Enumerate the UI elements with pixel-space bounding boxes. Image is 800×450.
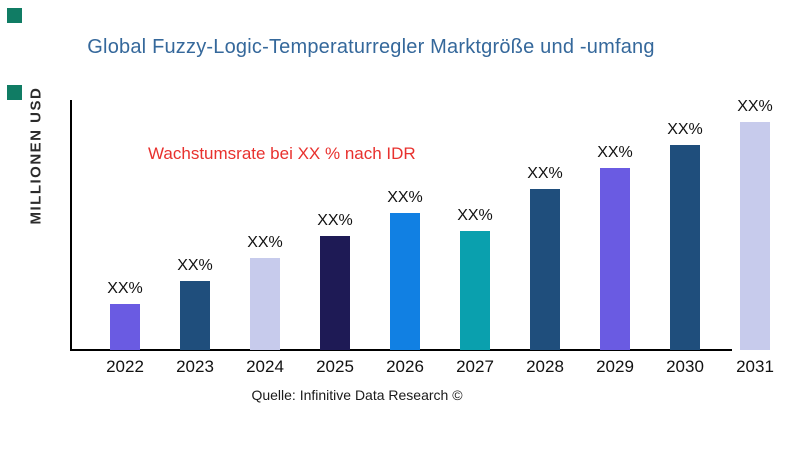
bar-2030 — [670, 145, 700, 350]
bar-2027 — [460, 231, 490, 350]
accent-square-top — [7, 8, 22, 23]
source-caption: Quelle: Infinitive Data Research © — [251, 387, 463, 403]
bar-2031 — [740, 122, 770, 350]
x-tick-label-2029: 2029 — [596, 357, 634, 376]
bar-value-label-2031: XX% — [737, 98, 773, 115]
bar-2025 — [320, 236, 350, 350]
bar-2022 — [110, 304, 140, 350]
growth-rate-annotation: Wachstumsrate bei XX % nach IDR — [148, 144, 416, 163]
accent-square-bottom — [7, 85, 22, 100]
bar-2026 — [390, 213, 420, 350]
x-axis-line — [70, 349, 732, 351]
x-tick-label-2022: 2022 — [106, 357, 144, 376]
x-tick-label-2030: 2030 — [666, 357, 704, 376]
bar-value-label-2027: XX% — [457, 207, 493, 224]
bar-2024 — [250, 258, 280, 350]
chart-title: Global Fuzzy-Logic-Temperaturregler Mark… — [87, 36, 655, 58]
bar-value-label-2023: XX% — [177, 257, 213, 274]
x-tick-label-2024: 2024 — [246, 357, 284, 376]
bar-2029 — [600, 168, 630, 350]
x-tick-label-2027: 2027 — [456, 357, 494, 376]
x-tick-label-2031: 2031 — [736, 357, 774, 376]
y-axis-title: MILLIONEN USD — [27, 86, 45, 225]
bar-value-label-2024: XX% — [247, 234, 283, 251]
x-tick-label-2025: 2025 — [316, 357, 354, 376]
bar-value-label-2025: XX% — [317, 212, 353, 229]
bar-value-label-2026: XX% — [387, 189, 423, 206]
x-tick-label-2028: 2028 — [526, 357, 564, 376]
y-axis-line — [70, 100, 72, 351]
bar-2023 — [180, 281, 210, 350]
bar-value-label-2022: XX% — [107, 280, 143, 297]
x-tick-label-2026: 2026 — [386, 357, 424, 376]
bar-value-label-2030: XX% — [667, 121, 703, 138]
bar-value-label-2029: XX% — [597, 144, 633, 161]
bar-value-label-2028: XX% — [527, 165, 563, 182]
bar-2028 — [530, 189, 560, 350]
x-tick-label-2023: 2023 — [176, 357, 214, 376]
